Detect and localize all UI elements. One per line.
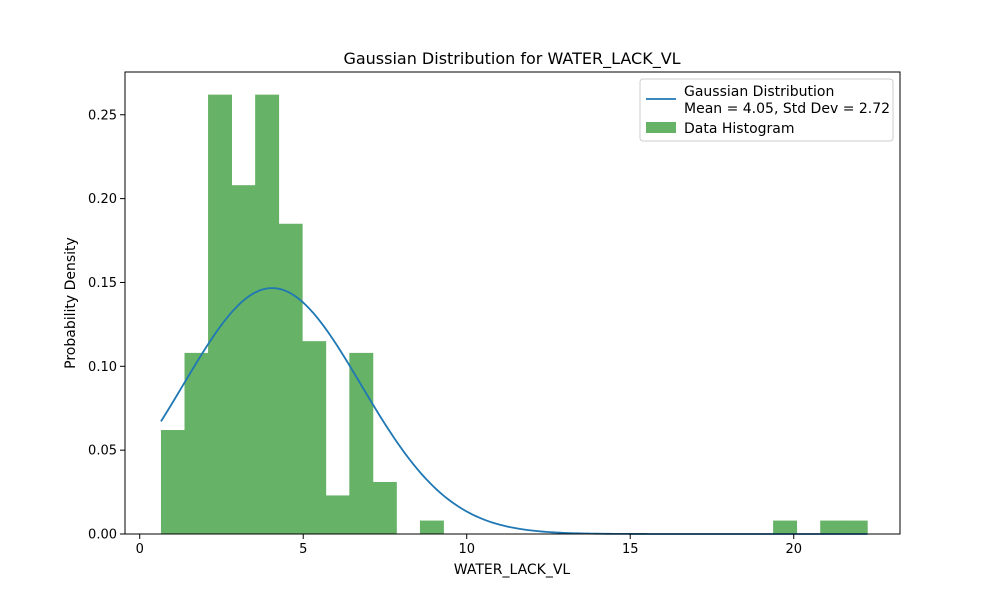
- y-tick-label: 0.10: [88, 360, 117, 375]
- legend-gaussian-label-line2: Mean = 4.05, Std Dev = 2.72: [684, 101, 890, 117]
- histogram-bar: [325, 495, 350, 534]
- histogram-bar: [419, 520, 444, 534]
- x-tick-label: 20: [785, 542, 802, 557]
- histogram-bar: [843, 520, 868, 534]
- plot-frame: [124, 71, 901, 535]
- histogram-bar: [231, 185, 256, 534]
- histogram-bar: [372, 482, 397, 534]
- x-axis-label: WATER_LACK_VL: [454, 562, 571, 578]
- histogram-bar: [208, 94, 233, 534]
- y-tick-label: 0.00: [88, 528, 117, 543]
- x-tick-label: 0: [136, 542, 144, 557]
- y-tick-label: 0.15: [88, 276, 117, 291]
- y-axis-ticks: 0.00 0.05 0.10 0.15 0.20 0.25: [88, 108, 125, 543]
- histogram-bars: [160, 94, 868, 534]
- legend-box: [639, 78, 894, 142]
- x-tick-label: 5: [299, 542, 307, 557]
- legend-gaussian-label-line1: Gaussian Distribution: [684, 84, 834, 100]
- legend: Gaussian Distribution Mean = 4.05, Std D…: [639, 78, 894, 142]
- histogram-bar: [349, 352, 374, 534]
- legend-histogram-swatch: [646, 122, 676, 133]
- x-tick-label: 15: [622, 542, 639, 557]
- histogram-bar: [184, 352, 209, 534]
- y-tick-label: 0.05: [88, 444, 117, 459]
- histogram-bar: [302, 341, 327, 534]
- legend-histogram-label: Data Histogram: [684, 121, 795, 137]
- y-axis-label: Probability Density: [63, 237, 79, 369]
- x-axis-ticks: 0 5 10 15 20: [136, 534, 802, 557]
- y-tick-label: 0.25: [88, 108, 117, 123]
- histogram-bar: [255, 94, 280, 534]
- histogram-bar: [820, 520, 845, 534]
- x-tick-label: 10: [458, 542, 475, 557]
- histogram-bar: [773, 520, 798, 534]
- y-tick-label: 0.20: [88, 192, 117, 207]
- chart-title: Gaussian Distribution for WATER_LACK_VL: [343, 49, 680, 69]
- histogram-bar: [160, 430, 185, 534]
- histogram-bar: [278, 223, 303, 534]
